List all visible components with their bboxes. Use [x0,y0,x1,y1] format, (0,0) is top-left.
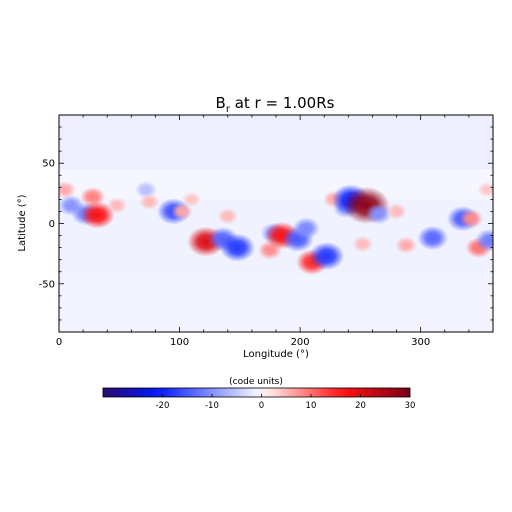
field-feature [309,241,345,271]
field-feature [386,203,407,220]
colorbar [102,387,411,398]
field-feature [365,203,392,225]
y-tick-label: -50 [39,279,55,290]
colorbar-tick-label: -10 [205,401,219,411]
colorbar-label: (code units) [229,377,283,387]
field-feature [181,191,202,208]
field-feature [217,208,239,225]
field-feature [417,225,449,251]
field-feature [139,193,160,211]
field-feature [106,197,128,214]
y-axis: -50 0 50 [39,114,493,333]
chart-title-rest: at r = 1.00Rs [230,94,335,112]
colorbar-tick-label: 0 [259,401,264,411]
x-tick-label: 300 [411,337,430,348]
field-band [59,115,493,170]
field-feature [59,181,76,199]
x-axis: 0 100 200 300 [56,115,494,348]
y-axis-label: Latitude (°) [17,194,28,251]
field-feature [395,236,418,254]
colorbar-ticks: -20 -10 0 10 20 30 [155,394,415,411]
field-feature [459,209,484,229]
colorbar-tick-label: 30 [405,401,416,411]
field-feature [171,202,193,221]
chart-title-subscript: r [226,104,231,115]
chart-title-main: B [216,94,226,112]
colorbar-tick-label: 20 [355,401,366,411]
x-tick-label: 100 [170,337,189,348]
field-feature [475,228,493,252]
field-band [59,169,493,200]
x-tick-label: 200 [291,337,310,348]
field-feature [352,235,374,253]
x-tick-label: 0 [56,337,62,348]
colorbar-tick-label: -20 [155,401,169,411]
field-band [59,277,493,332]
field-feature [219,233,256,262]
field-feature [477,181,493,198]
y-tick-label: 0 [49,219,55,230]
field-feature [292,217,320,240]
x-axis-label: Longitude (°) [243,349,309,360]
field-feature [80,201,115,229]
heatmap-field [59,115,493,332]
colorbar-tick-label: 10 [306,401,317,411]
y-tick-label: 50 [42,159,55,170]
chart-title: Br at r = 1.00Rs [216,94,335,115]
